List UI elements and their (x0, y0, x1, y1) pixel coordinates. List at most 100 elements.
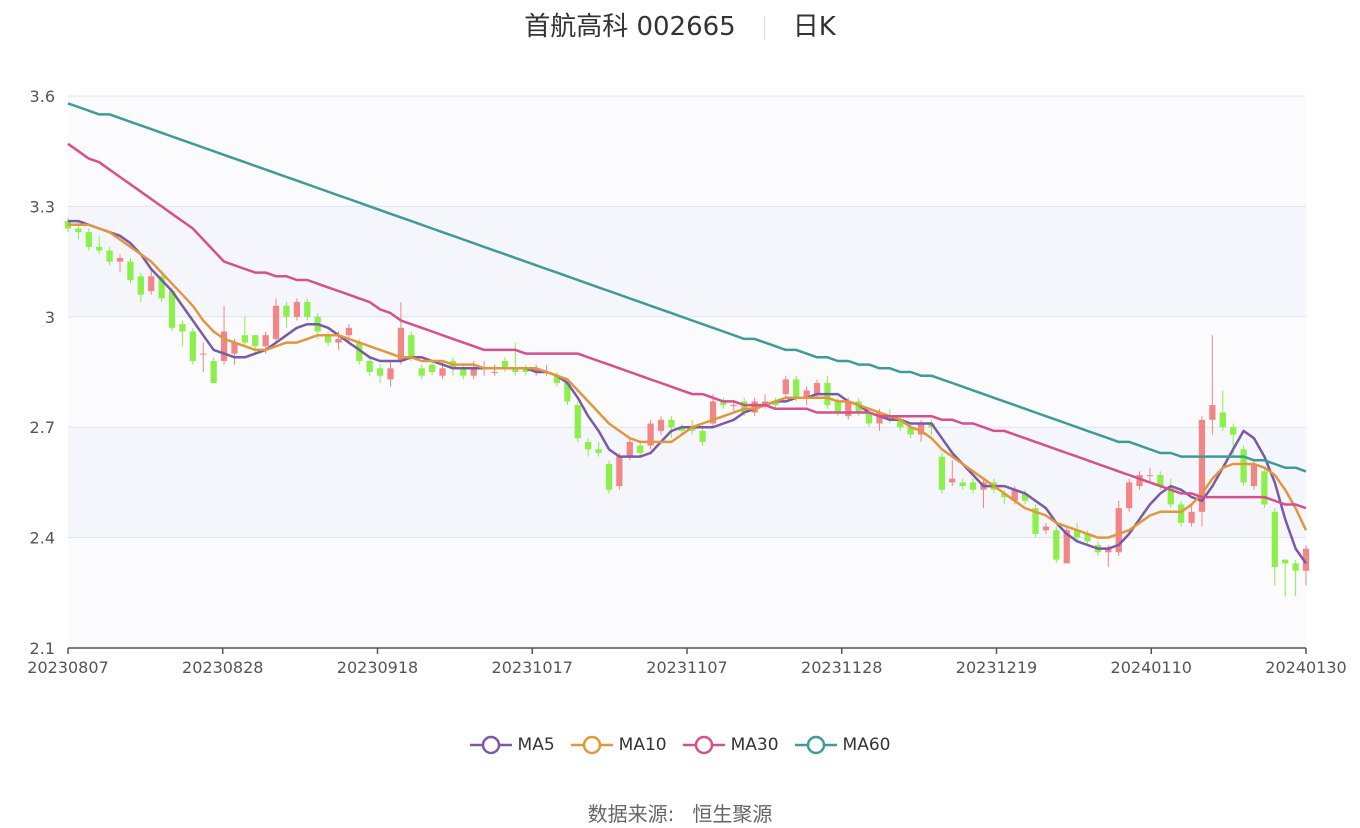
grid-band (68, 427, 1306, 538)
candle[interactable] (595, 441, 602, 457)
series-line-ma5[interactable] (68, 219, 1308, 565)
candle[interactable] (158, 272, 165, 303)
candle[interactable] (751, 397, 758, 417)
legend-item-ma5[interactable]: MA5 (469, 734, 555, 756)
candle-body (1074, 530, 1081, 538)
candle[interactable] (418, 364, 425, 380)
candle[interactable] (1178, 500, 1185, 527)
candle-body (1271, 511, 1278, 568)
candle[interactable] (1167, 478, 1174, 509)
candle[interactable] (1126, 478, 1133, 512)
candle[interactable] (96, 235, 103, 255)
candle[interactable] (782, 375, 789, 398)
candle[interactable] (699, 427, 706, 446)
moving-average-lines[interactable] (67, 102, 1308, 565)
series-line-ma10[interactable] (68, 223, 1308, 539)
candle[interactable] (1146, 467, 1154, 483)
candle[interactable] (116, 254, 124, 273)
candle[interactable] (1292, 559, 1299, 597)
candle[interactable] (304, 298, 311, 321)
legend-marker-icon (794, 735, 837, 755)
candle[interactable] (533, 364, 540, 376)
candle-body (969, 482, 977, 490)
candle[interactable] (1053, 526, 1060, 564)
candle-body (148, 276, 155, 292)
candle-body (106, 250, 113, 262)
series-line-ma30[interactable] (67, 142, 1307, 510)
candle[interactable] (1240, 445, 1247, 487)
candle[interactable] (387, 360, 394, 387)
candle[interactable] (376, 364, 384, 384)
candle[interactable] (272, 298, 280, 343)
candle[interactable] (210, 357, 217, 384)
candle[interactable] (730, 401, 737, 413)
y-tick-label: 3.3 (30, 197, 55, 216)
y-tick-label: 2.4 (30, 529, 55, 548)
legend-item-ma30[interactable]: MA30 (682, 734, 779, 756)
candle[interactable] (1136, 471, 1143, 490)
series-line-ma60[interactable] (67, 102, 1307, 473)
candle[interactable] (616, 452, 623, 490)
candle[interactable] (938, 452, 946, 494)
candle[interactable] (283, 302, 290, 328)
candle[interactable] (803, 386, 810, 406)
candle[interactable] (720, 397, 727, 409)
legend-item-ma60[interactable]: MA60 (794, 734, 890, 756)
candle[interactable] (522, 364, 529, 376)
candle[interactable] (574, 401, 581, 442)
candle[interactable] (512, 342, 519, 376)
candle[interactable] (148, 268, 155, 295)
candle[interactable] (585, 438, 592, 457)
candle[interactable] (1219, 390, 1226, 431)
candle-body (522, 368, 529, 372)
candle-body (189, 331, 196, 361)
candle[interactable] (1042, 522, 1050, 534)
candle-body (1105, 548, 1112, 553)
candle[interactable] (1302, 544, 1310, 586)
candle[interactable] (200, 342, 207, 372)
candle-body (85, 232, 92, 247)
candle[interactable] (959, 478, 966, 490)
candle[interactable] (168, 287, 176, 332)
stock-name: 首航高科 002665 (524, 12, 736, 42)
candle[interactable] (1198, 416, 1206, 527)
candle[interactable] (293, 298, 300, 321)
candle[interactable] (657, 416, 665, 435)
candle[interactable] (1282, 559, 1289, 597)
candle[interactable] (106, 246, 113, 266)
candle[interactable] (366, 357, 373, 376)
candle[interactable] (241, 316, 248, 347)
candle-body (439, 368, 446, 376)
candle[interactable] (1074, 522, 1081, 542)
candle[interactable] (949, 460, 956, 487)
candle[interactable] (1115, 500, 1122, 556)
candle[interactable] (647, 419, 654, 450)
candle[interactable] (1209, 335, 1216, 435)
candle-body (1011, 489, 1018, 501)
candle[interactable] (969, 478, 977, 494)
candle[interactable] (127, 257, 134, 284)
candle-body (657, 419, 665, 431)
candle[interactable] (668, 416, 675, 439)
legend-item-ma10[interactable]: MA10 (570, 734, 667, 756)
candle[interactable] (1188, 504, 1195, 527)
legend[interactable]: MA5 MA10 MA30 MA60 (0, 734, 1360, 756)
candle[interactable] (137, 272, 144, 303)
candle[interactable] (179, 320, 186, 347)
candle[interactable] (678, 423, 685, 435)
candle[interactable] (491, 364, 498, 376)
candle-body (1167, 486, 1174, 505)
candle[interactable] (428, 360, 436, 376)
candle[interactable] (1032, 504, 1039, 538)
candle[interactable] (397, 302, 405, 365)
candle[interactable] (1261, 467, 1268, 509)
candle-body (96, 246, 103, 251)
candle[interactable] (709, 394, 717, 428)
candle[interactable] (189, 327, 196, 365)
candle[interactable] (772, 397, 779, 409)
candle[interactable] (637, 441, 644, 457)
candle[interactable] (605, 460, 613, 494)
candle[interactable] (85, 228, 92, 251)
candle-body (668, 419, 675, 428)
candle[interactable] (1271, 508, 1278, 586)
